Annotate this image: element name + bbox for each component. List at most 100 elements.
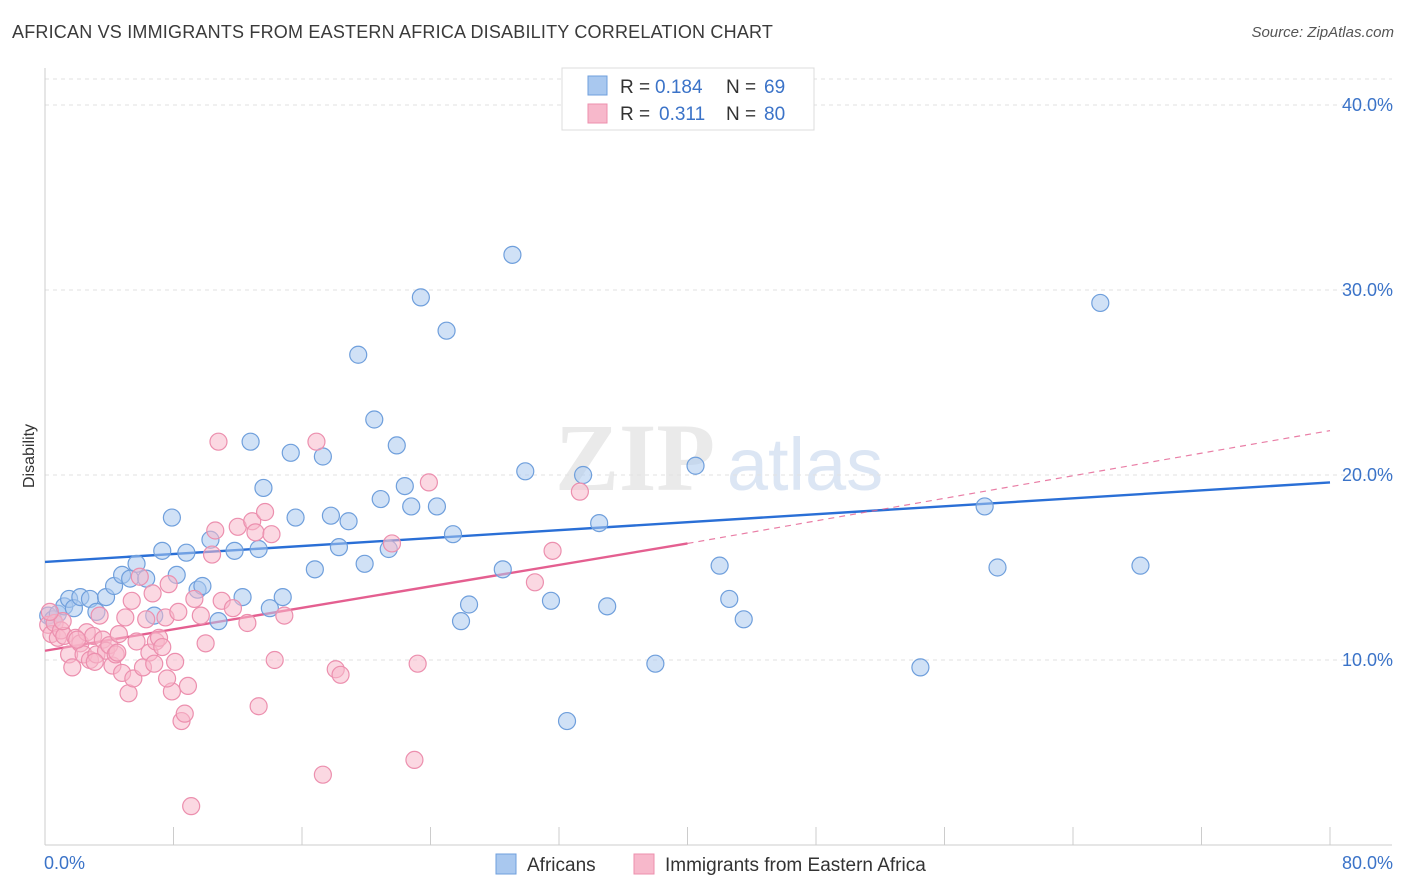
point-africans bbox=[443, 525, 463, 544]
legend-r-label-1: R = bbox=[620, 77, 650, 98]
point-immigrants bbox=[178, 676, 198, 696]
point-africans bbox=[493, 560, 512, 579]
tick-labels: 10.0% 20.0% 30.0% 40.0% 0.0% 80.0% bbox=[44, 95, 1393, 873]
legend-n-value-1: 69 bbox=[764, 77, 785, 98]
point-africans bbox=[153, 541, 172, 560]
point-africans bbox=[598, 597, 617, 616]
point-africans bbox=[225, 541, 244, 560]
point-africans bbox=[541, 591, 561, 610]
point-immigrants bbox=[408, 654, 427, 673]
point-africans bbox=[209, 612, 228, 631]
point-immigrants bbox=[543, 541, 562, 560]
point-immigrants bbox=[206, 521, 225, 540]
point-immigrants bbox=[85, 652, 104, 671]
point-immigrants bbox=[145, 654, 164, 673]
legend-r-value-2: 0.311 bbox=[659, 104, 705, 125]
watermark-atlas: atlas bbox=[727, 423, 883, 506]
point-immigrants bbox=[175, 704, 194, 723]
point-africans bbox=[193, 576, 212, 596]
point-africans bbox=[734, 610, 753, 629]
point-africans bbox=[387, 436, 406, 455]
point-immigrants bbox=[202, 545, 222, 564]
point-immigrants bbox=[331, 665, 350, 684]
point-africans bbox=[162, 508, 181, 527]
bottom-legend-label-immigrants: Immigrants from Eastern Africa bbox=[665, 855, 926, 876]
point-africans bbox=[437, 321, 456, 340]
bottom-legend-label-africans: Africans bbox=[527, 855, 596, 876]
point-immigrants bbox=[209, 432, 228, 451]
x-tick-label-max: 80.0% bbox=[1342, 853, 1393, 873]
point-immigrants bbox=[262, 525, 281, 544]
point-immigrants bbox=[137, 610, 156, 629]
point-africans bbox=[321, 506, 341, 525]
bottom-legend-swatch-africans bbox=[495, 853, 517, 875]
point-africans bbox=[646, 654, 665, 673]
point-immigrants bbox=[157, 669, 177, 688]
point-africans bbox=[241, 432, 260, 451]
point-immigrants bbox=[307, 432, 326, 451]
point-immigrants bbox=[185, 589, 204, 609]
y-tick-label: 40.0% bbox=[1342, 95, 1393, 115]
point-africans bbox=[249, 539, 268, 559]
point-africans bbox=[710, 556, 729, 575]
point-africans bbox=[273, 587, 292, 607]
point-africans bbox=[1091, 293, 1110, 313]
legend-n-label-1: N = bbox=[726, 77, 756, 98]
point-immigrants bbox=[191, 606, 210, 625]
point-immigrants bbox=[313, 765, 332, 784]
point-immigrants bbox=[122, 591, 141, 610]
axes bbox=[44, 68, 1392, 846]
legend-n-value-2: 80 bbox=[764, 104, 785, 125]
point-immigrants bbox=[143, 584, 162, 603]
point-immigrants bbox=[90, 606, 109, 625]
legend-n-label-2: N = bbox=[726, 104, 756, 125]
point-africans bbox=[720, 589, 739, 609]
chart-title: AFRICAN VS IMMIGRANTS FROM EASTERN AFRIC… bbox=[12, 22, 774, 42]
trendline-immigrants-extension bbox=[687, 430, 1331, 545]
point-africans bbox=[286, 508, 305, 527]
point-africans bbox=[459, 595, 479, 614]
point-africans bbox=[590, 513, 609, 533]
point-immigrants bbox=[108, 643, 127, 662]
point-immigrants bbox=[382, 534, 402, 553]
point-africans bbox=[427, 497, 447, 516]
point-immigrants bbox=[265, 650, 284, 670]
point-africans bbox=[573, 465, 593, 485]
point-immigrants bbox=[419, 473, 438, 492]
point-immigrants bbox=[116, 608, 135, 627]
point-africans bbox=[911, 658, 930, 677]
point-africans bbox=[365, 410, 384, 429]
data-points bbox=[39, 245, 1150, 816]
point-immigrants bbox=[249, 697, 268, 716]
point-africans bbox=[516, 462, 535, 481]
legend-swatch-immigrants bbox=[587, 103, 608, 124]
point-immigrants bbox=[570, 482, 589, 501]
y-tick-label: 10.0% bbox=[1342, 650, 1393, 670]
point-immigrants bbox=[40, 602, 59, 622]
point-immigrants bbox=[196, 634, 215, 653]
point-africans bbox=[402, 497, 421, 516]
point-africans bbox=[177, 543, 196, 562]
point-immigrants bbox=[109, 624, 128, 644]
legend-r-label-2: R = bbox=[620, 104, 650, 125]
point-africans bbox=[1131, 556, 1150, 575]
point-africans bbox=[411, 288, 430, 307]
point-africans bbox=[339, 512, 358, 531]
y-axis-label: Disability bbox=[21, 424, 38, 488]
point-africans bbox=[329, 538, 349, 557]
y-tick-label: 30.0% bbox=[1342, 280, 1393, 300]
point-immigrants bbox=[159, 575, 178, 594]
point-immigrants bbox=[405, 750, 424, 770]
point-africans bbox=[281, 443, 300, 462]
point-africans bbox=[355, 554, 374, 573]
point-immigrants bbox=[275, 606, 294, 625]
point-africans bbox=[975, 497, 994, 516]
legend-swatch-africans bbox=[587, 75, 608, 96]
point-immigrants bbox=[63, 658, 82, 677]
point-immigrants bbox=[246, 523, 265, 542]
bottom-legend: Africans Immigrants from Eastern Africa bbox=[495, 853, 926, 876]
point-africans bbox=[371, 489, 390, 509]
point-immigrants bbox=[525, 573, 545, 592]
point-immigrants bbox=[182, 797, 201, 816]
point-africans bbox=[395, 477, 414, 496]
